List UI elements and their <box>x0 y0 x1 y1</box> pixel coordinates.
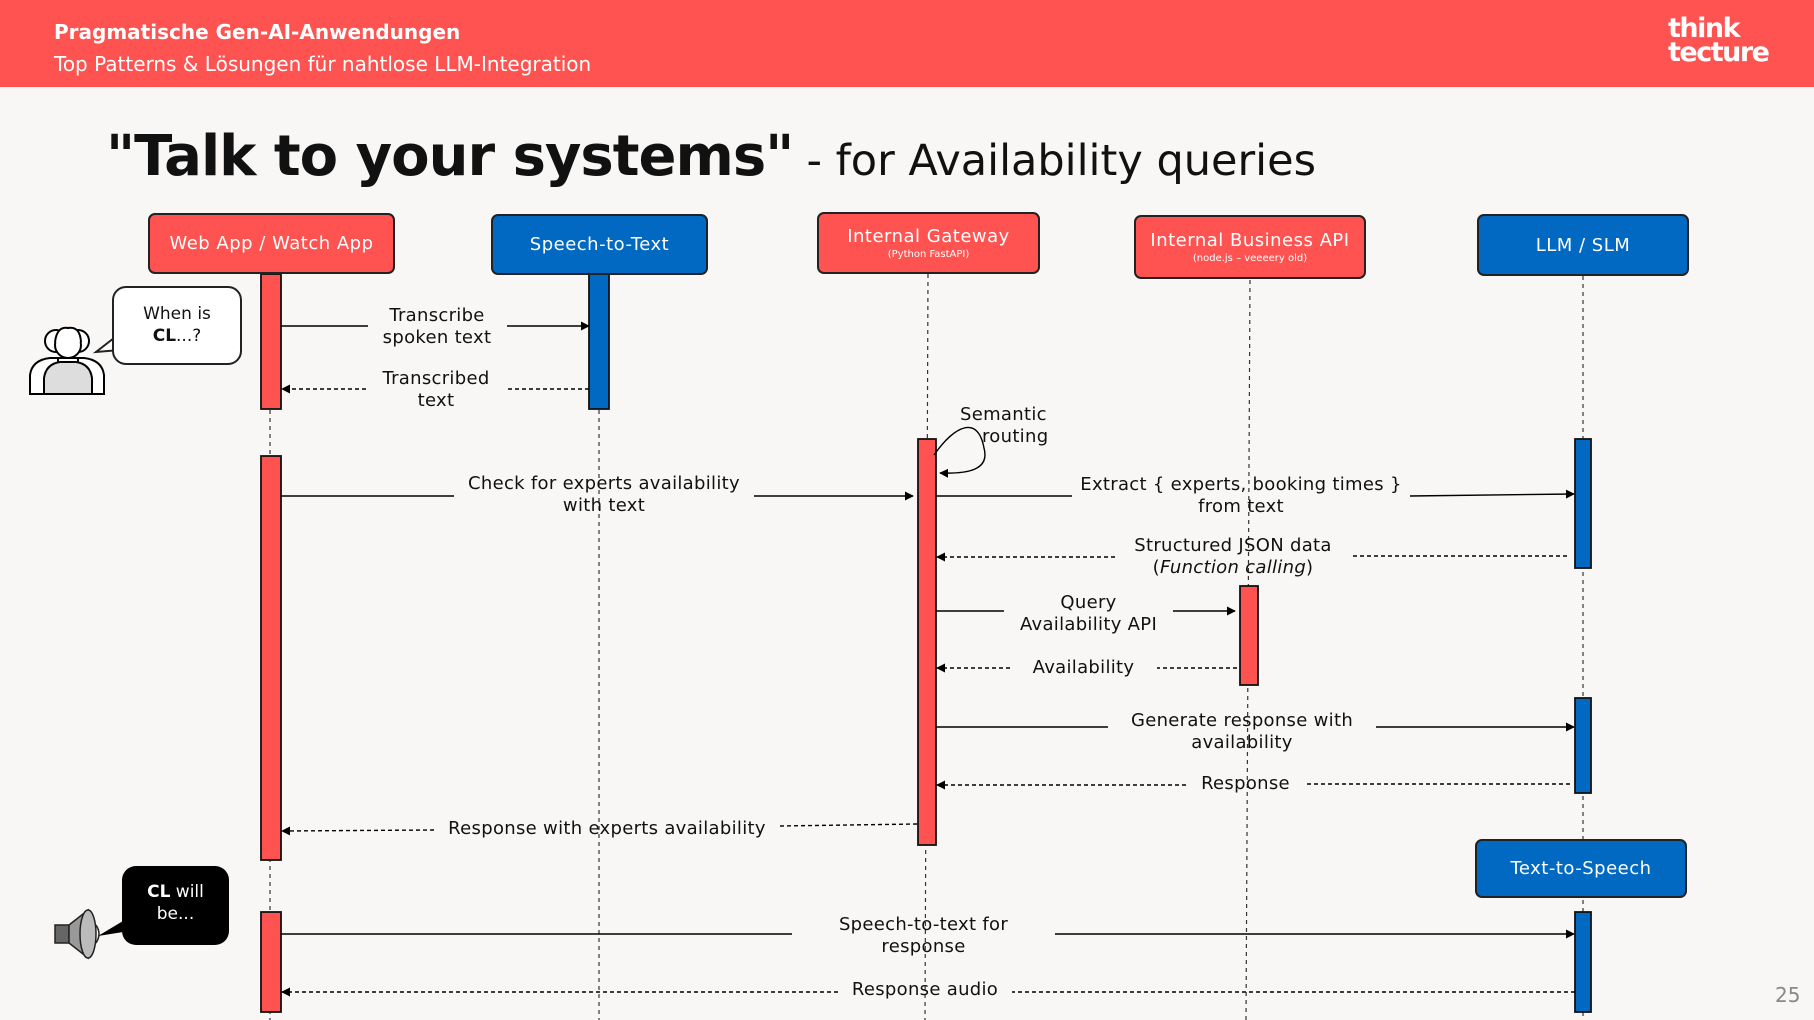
msg-transcribed-line-2: text <box>417 390 455 411</box>
msg-response-experts: Response with experts availability <box>434 818 780 840</box>
header-subtitle: Top Patterns & Lösungen für nahtlose LLM… <box>54 52 592 76</box>
msg-generate-response-line-2: availability <box>1191 732 1293 753</box>
actor-llm: LLM / SLM <box>1477 214 1689 276</box>
actor-llm-label: LLM / SLM <box>1535 234 1631 256</box>
actor-business-api: Internal Business API (node.js – veeeery… <box>1134 215 1366 279</box>
activation-web-2 <box>260 455 282 861</box>
question-suffix: ...? <box>176 326 202 346</box>
msg-query-api-line-1: Query <box>1060 592 1117 613</box>
header-bar: Pragmatische Gen-AI-Anwendungen Top Patt… <box>0 0 1814 87</box>
slide-title-light: - for Availability queries <box>806 136 1316 186</box>
activation-stt <box>588 273 610 410</box>
logo-line-2: tecture <box>1668 37 1770 68</box>
msg-function-calling: Function calling <box>1159 557 1307 578</box>
answer-bubble: CL will be... <box>122 866 229 945</box>
msg-semantic-routing: Semantic routing <box>960 404 1048 448</box>
answer-line-1: CL will <box>122 881 229 903</box>
thinktecture-logo: think tecture <box>1668 13 1770 68</box>
arrow-response-experts-b <box>281 826 435 836</box>
actor-web-app: Web App / Watch App <box>148 213 395 274</box>
msg-speech-response-line-1: Speech-to-text for <box>838 914 1009 935</box>
msg-transcribed: Transcribed text <box>366 368 506 412</box>
msg-semantic-routing-line-2: routing <box>982 426 1049 447</box>
msg-speech-response-line-2: response <box>881 936 966 957</box>
activation-gateway <box>917 438 937 846</box>
actor-gateway-label: Internal Gateway <box>847 226 1010 247</box>
question-line-2: CL...? <box>114 325 240 347</box>
msg-structured-json-line-2: (Function calling) <box>1152 557 1314 578</box>
activation-web-3 <box>260 911 282 1013</box>
arrow-semantic-routing <box>933 426 986 478</box>
activation-web-1 <box>260 273 282 410</box>
logo-line-1: think <box>1668 13 1741 44</box>
actor-web-app-label: Web App / Watch App <box>169 233 374 254</box>
msg-response-line-1: Response <box>1201 773 1290 794</box>
arrow-extract-b <box>1409 489 1575 499</box>
slide-title: "Talk to your systems" - for Availabilit… <box>106 124 1316 189</box>
msg-generate-response: Generate response with availability <box>1108 710 1376 754</box>
msg-query-api: Query Availability API <box>1004 592 1173 636</box>
msg-transcribe: Transcribe spoken text <box>367 305 507 349</box>
msg-availability: Availability <box>1010 657 1157 679</box>
msg-structured-json: Structured JSON data (Function calling) <box>1115 535 1351 579</box>
question-bubble: When is CL...? <box>112 286 242 365</box>
activation-llm-1 <box>1574 438 1592 569</box>
actor-text-to-speech: Text-to-Speech <box>1475 839 1687 898</box>
activation-tts <box>1574 911 1592 1013</box>
activation-business-api <box>1239 585 1259 686</box>
activation-llm-2 <box>1574 697 1592 794</box>
msg-check-experts-line-1: Check for experts availability <box>468 473 740 494</box>
actor-speech-to-text: Speech-to-Text <box>491 214 708 275</box>
msg-extract: Extract { experts, booking times } from … <box>1072 474 1410 518</box>
answer-rest: will <box>170 882 204 902</box>
user-group-icon <box>29 326 105 395</box>
header-title: Pragmatische Gen-AI-Anwendungen <box>54 20 461 44</box>
msg-structured-json-line-1: Structured JSON data <box>1134 535 1332 556</box>
msg-transcribed-line-1: Transcribed <box>382 368 490 389</box>
msg-check-experts: Check for experts availability with text <box>454 473 754 517</box>
slide-title-strong: "Talk to your systems" <box>106 124 794 189</box>
actor-text-to-speech-label: Text-to-Speech <box>1510 858 1652 879</box>
actor-speech-to-text-label: Speech-to-Text <box>529 234 670 255</box>
msg-transcribe-line-2: spoken text <box>382 327 492 348</box>
msg-speech-response: Speech-to-text for response <box>792 914 1055 958</box>
msg-response-audio: Response audio <box>838 979 1012 1001</box>
msg-extract-line-2: from text <box>1198 496 1284 517</box>
msg-response-audio-line-1: Response audio <box>851 979 999 1000</box>
question-line-1: When is <box>143 304 211 324</box>
actor-business-api-sublabel: (node.js – veeeery old) <box>1192 253 1308 264</box>
msg-response-experts-line-1: Response with experts availability <box>448 818 766 839</box>
arrow-response-experts-a <box>779 823 918 827</box>
page-number: 25 <box>1775 983 1801 1007</box>
msg-transcribe-line-1: Transcribe <box>389 305 485 326</box>
actor-gateway: Internal Gateway (Python FastAPI) <box>817 212 1040 274</box>
actor-gateway-sublabel: (Python FastAPI) <box>887 249 970 260</box>
actor-business-api-label: Internal Business API <box>1150 230 1350 251</box>
msg-response: Response <box>1186 773 1305 795</box>
msg-extract-line-1: Extract { experts, booking times } <box>1080 474 1402 495</box>
msg-check-experts-line-2: with text <box>562 495 646 516</box>
speaker-icon <box>54 908 100 960</box>
msg-generate-response-line-1: Generate response with <box>1130 710 1354 731</box>
question-bold: CL <box>152 326 177 346</box>
answer-line-2: be... <box>156 904 195 924</box>
msg-availability-line-1: Availability <box>1032 657 1135 678</box>
msg-semantic-routing-line-1: Semantic <box>960 404 1047 425</box>
answer-bold: CL <box>147 882 171 902</box>
msg-query-api-line-2: Availability API <box>1019 614 1158 635</box>
